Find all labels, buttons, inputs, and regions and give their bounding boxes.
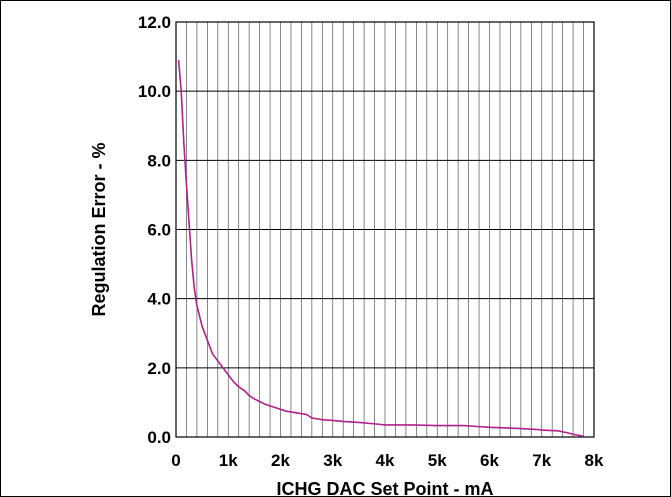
y-tick-label: 8.0: [147, 151, 171, 170]
y-tick-label: 10.0: [138, 82, 171, 101]
y-axis-title: Regulation Error - %: [89, 142, 109, 316]
x-tick-label: 3k: [323, 451, 342, 470]
x-tick-label: 6k: [480, 451, 499, 470]
y-tick-label: 12.0: [138, 13, 171, 32]
y-tick-labels: 0.0 2.0 4.0 6.0 8.0 10.0 12.0: [138, 13, 171, 447]
x-tick-label: 5k: [428, 451, 447, 470]
y-tick-label: 4.0: [147, 290, 171, 309]
y-tick-label: 2.0: [147, 359, 171, 378]
x-tick-label: 1k: [219, 451, 238, 470]
y-tick-label: 6.0: [147, 221, 171, 240]
x-tick-labels: 0 1k 2k 3k 4k 5k 6k 7k 8k: [171, 451, 604, 470]
x-tick-label: 7k: [532, 451, 551, 470]
plot-border: [175, 21, 595, 438]
grid-major: [176, 21, 594, 438]
x-tick-label: 4k: [376, 451, 395, 470]
x-axis-title: ICHG DAC Set Point - mA: [276, 479, 493, 497]
x-tick-label: 2k: [271, 451, 290, 470]
x-tick-label: 8k: [585, 451, 604, 470]
x-tick-label: 0: [171, 451, 180, 470]
y-tick-label: 0.0: [147, 428, 171, 447]
series-line: [177, 59, 584, 438]
